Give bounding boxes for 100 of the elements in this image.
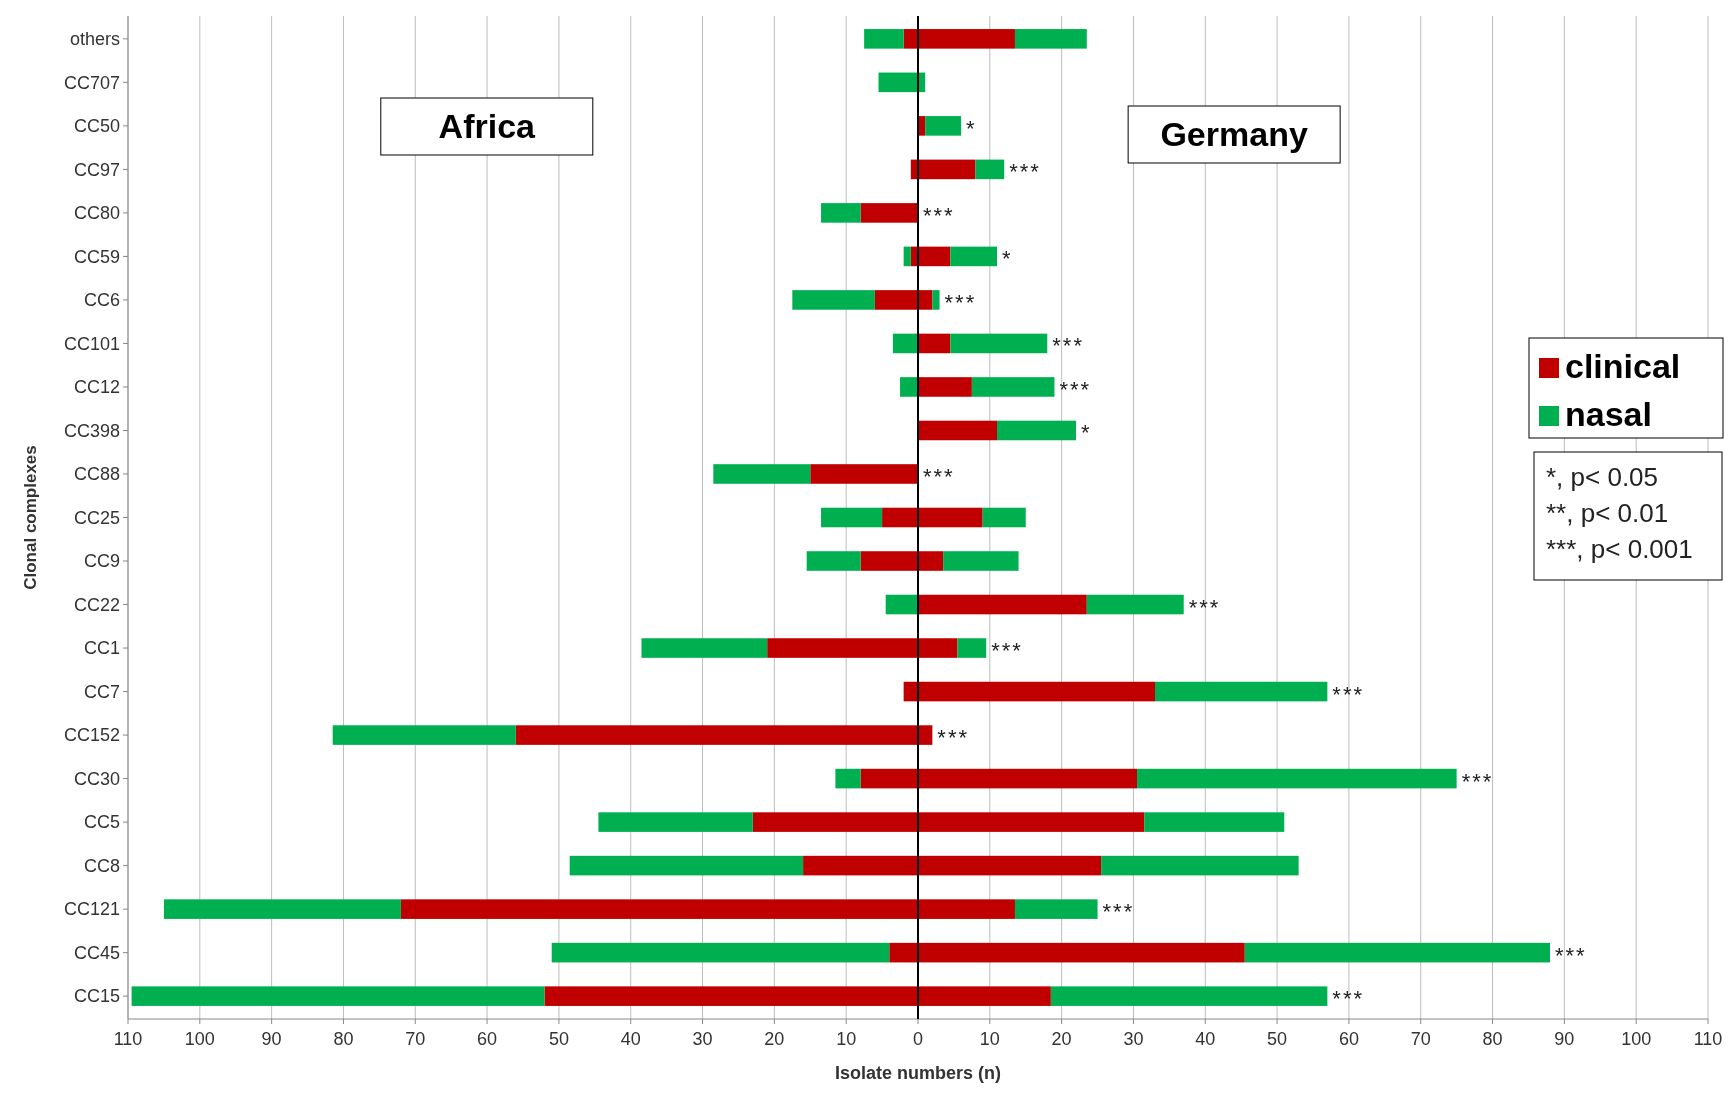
bar	[918, 855, 1102, 876]
bar	[918, 246, 951, 267]
y-tick-label: CC50	[73, 116, 120, 137]
x-tick-label: 30	[692, 1029, 713, 1049]
bar	[971, 377, 1055, 397]
bar	[1155, 681, 1328, 702]
bar	[1101, 855, 1299, 876]
bar	[950, 246, 997, 267]
annotation: Africa	[438, 107, 537, 145]
y-tick-label: others	[69, 29, 120, 50]
annotation: *	[1002, 246, 1013, 272]
x-tick-label: 60	[1338, 1029, 1359, 1049]
y-tick-label: CC30	[73, 768, 120, 789]
bar	[918, 812, 1145, 832]
bar	[918, 333, 951, 354]
bar	[982, 507, 1026, 528]
annotation: ***	[1332, 986, 1365, 1012]
bar	[1244, 942, 1550, 963]
x-tick-label: 20	[764, 1029, 785, 1049]
bar	[918, 899, 1015, 919]
annotation: *, p< 0.05	[1546, 462, 1659, 492]
x-tick-label: 10	[836, 1029, 857, 1049]
y-tick-label: CC80	[73, 203, 120, 224]
bar	[889, 942, 918, 963]
x-tick-label: 80	[333, 1029, 354, 1049]
legend-label: nasal	[1565, 395, 1652, 433]
x-tick-label: 0	[912, 1029, 924, 1049]
annotation: ***	[923, 463, 955, 489]
annotation: ***	[1555, 942, 1587, 968]
y-tick-label: CC101	[63, 333, 120, 354]
annotation: *	[966, 115, 977, 141]
y-tick-label: CC7	[83, 681, 120, 702]
annotation: **, p< 0.01	[1546, 498, 1669, 528]
y-tick-label: CC97	[73, 159, 120, 180]
bar	[885, 594, 918, 615]
y-tick-label: CC59	[73, 246, 120, 267]
annotation: ***	[937, 725, 970, 751]
bar	[900, 377, 918, 397]
bar	[918, 768, 1138, 789]
x-tick-label: 60	[477, 1029, 498, 1049]
bar	[918, 377, 972, 397]
bar	[792, 290, 875, 310]
y-tick-label: CC12	[73, 377, 120, 398]
bar	[163, 899, 401, 919]
x-tick-label: 70	[1410, 1029, 1431, 1049]
bar	[1144, 812, 1285, 832]
bar	[950, 333, 1048, 354]
bar	[943, 551, 1019, 571]
bar	[903, 29, 918, 49]
x-axis-title: Isolate numbers (n)	[834, 1063, 1002, 1083]
bar	[918, 290, 933, 310]
bar	[957, 638, 987, 658]
bar	[882, 507, 918, 528]
annotation: ***	[1102, 899, 1135, 925]
y-tick-label: CC8	[83, 855, 120, 876]
bar	[569, 855, 804, 876]
y-tick-label: CC22	[73, 594, 120, 615]
annotation: ***	[1009, 159, 1041, 185]
x-tick-label: 80	[1482, 1029, 1503, 1049]
annotation: ***	[1332, 681, 1365, 707]
annotation: ***	[1052, 333, 1084, 359]
y-tick-label: CC1	[83, 638, 120, 659]
bar	[918, 420, 997, 441]
bar	[810, 464, 918, 484]
annotation: Germany	[1160, 115, 1308, 153]
y-tick-label: CC5	[83, 812, 120, 833]
bar	[997, 420, 1076, 441]
bar	[918, 159, 976, 180]
y-tick-label: CC707	[63, 72, 120, 93]
bar	[903, 246, 911, 267]
bar	[918, 725, 933, 745]
bar	[918, 594, 1087, 615]
annotation: ***	[1188, 594, 1221, 620]
bar	[332, 725, 516, 745]
y-tick-label: CC45	[73, 942, 120, 963]
x-tick-label: 50	[548, 1029, 569, 1049]
bar	[860, 203, 918, 223]
bar	[713, 464, 811, 484]
x-tick-label: 10	[979, 1029, 1000, 1049]
bar	[515, 725, 918, 745]
x-tick-label: 70	[405, 1029, 426, 1049]
bar	[918, 551, 944, 571]
y-tick-label: CC25	[73, 507, 120, 528]
annotation: ***	[1059, 376, 1092, 402]
bar	[918, 638, 958, 658]
y-tick-label: CC398	[63, 420, 120, 441]
bar	[918, 986, 1051, 1006]
bar	[400, 899, 918, 919]
y-tick-label: CC121	[63, 899, 120, 920]
bar	[918, 29, 1015, 49]
bar	[131, 986, 545, 1006]
y-tick-label: CC9	[83, 551, 120, 572]
y-tick-label: CC15	[73, 986, 120, 1007]
x-tick-label: 100	[1621, 1029, 1652, 1049]
bar	[821, 507, 883, 528]
x-tick-label: 20	[1051, 1029, 1072, 1049]
y-axis-title: Clonal complexes	[21, 445, 40, 590]
bar	[892, 333, 918, 354]
legend-label: clinical	[1565, 347, 1681, 385]
annotation: ***	[944, 289, 977, 315]
